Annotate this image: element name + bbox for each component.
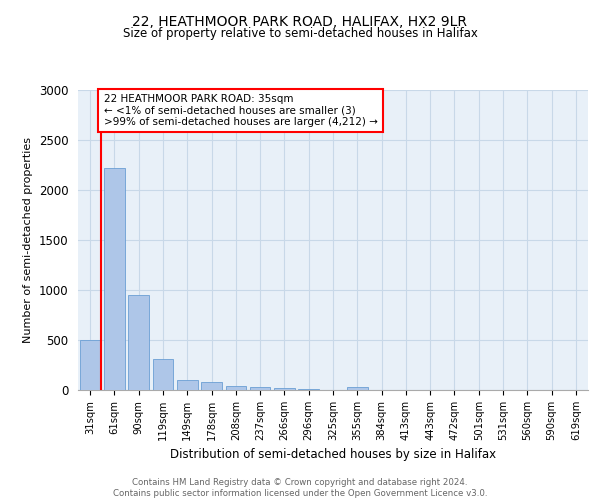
Bar (201, 382, 222, 390)
X-axis label: Distribution of semi-detached houses by size in Halifax: Distribution of semi-detached houses by … (170, 448, 496, 462)
Text: Size of property relative to semi-detached houses in Halifax: Size of property relative to semi-detach… (122, 28, 478, 40)
Bar (226, 386, 246, 390)
Bar (347, 387, 368, 390)
Bar (152, 358, 173, 390)
Bar (298, 389, 319, 390)
Bar (274, 388, 295, 390)
Bar (128, 295, 149, 390)
Bar (80, 340, 100, 390)
Y-axis label: Number of semi-detached properties: Number of semi-detached properties (23, 137, 33, 343)
Text: Contains HM Land Registry data © Crown copyright and database right 2024.
Contai: Contains HM Land Registry data © Crown c… (113, 478, 487, 498)
Text: 22, HEATHMOOR PARK ROAD, HALIFAX, HX2 9LR: 22, HEATHMOOR PARK ROAD, HALIFAX, HX2 9L… (133, 15, 467, 29)
Bar (177, 380, 197, 390)
Bar (250, 387, 271, 390)
Text: 22 HEATHMOOR PARK ROAD: 35sqm
← <1% of semi-detached houses are smaller (3)
>99%: 22 HEATHMOOR PARK ROAD: 35sqm ← <1% of s… (104, 94, 377, 127)
Bar (104, 168, 125, 390)
